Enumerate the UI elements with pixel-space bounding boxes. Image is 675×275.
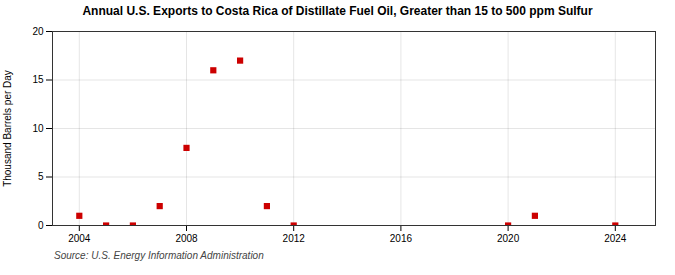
svg-text:10: 10 bbox=[32, 123, 44, 134]
html-text:Source: U.S. Energy Informatio: Source: U.S. Energy Information Administ… bbox=[54, 250, 264, 261]
html-text:Annual U.S. Exports to Costa R: Annual U.S. Exports to Costa Rica of Dis… bbox=[82, 4, 593, 18]
svg-text:2004: 2004 bbox=[68, 233, 91, 244]
svg-text:2012: 2012 bbox=[283, 233, 306, 244]
svg-text:20: 20 bbox=[32, 26, 44, 37]
svg-text:2024: 2024 bbox=[604, 233, 627, 244]
svg-text:0: 0 bbox=[38, 220, 44, 231]
svg-text:Thousand Barrels per Day: Thousand Barrels per Day bbox=[2, 70, 13, 187]
svg-text:2020: 2020 bbox=[497, 233, 520, 244]
svg-text:5: 5 bbox=[38, 171, 44, 182]
svg-text:15: 15 bbox=[32, 74, 44, 85]
svg-text:2016: 2016 bbox=[390, 233, 413, 244]
svg-text:2008: 2008 bbox=[175, 233, 198, 244]
